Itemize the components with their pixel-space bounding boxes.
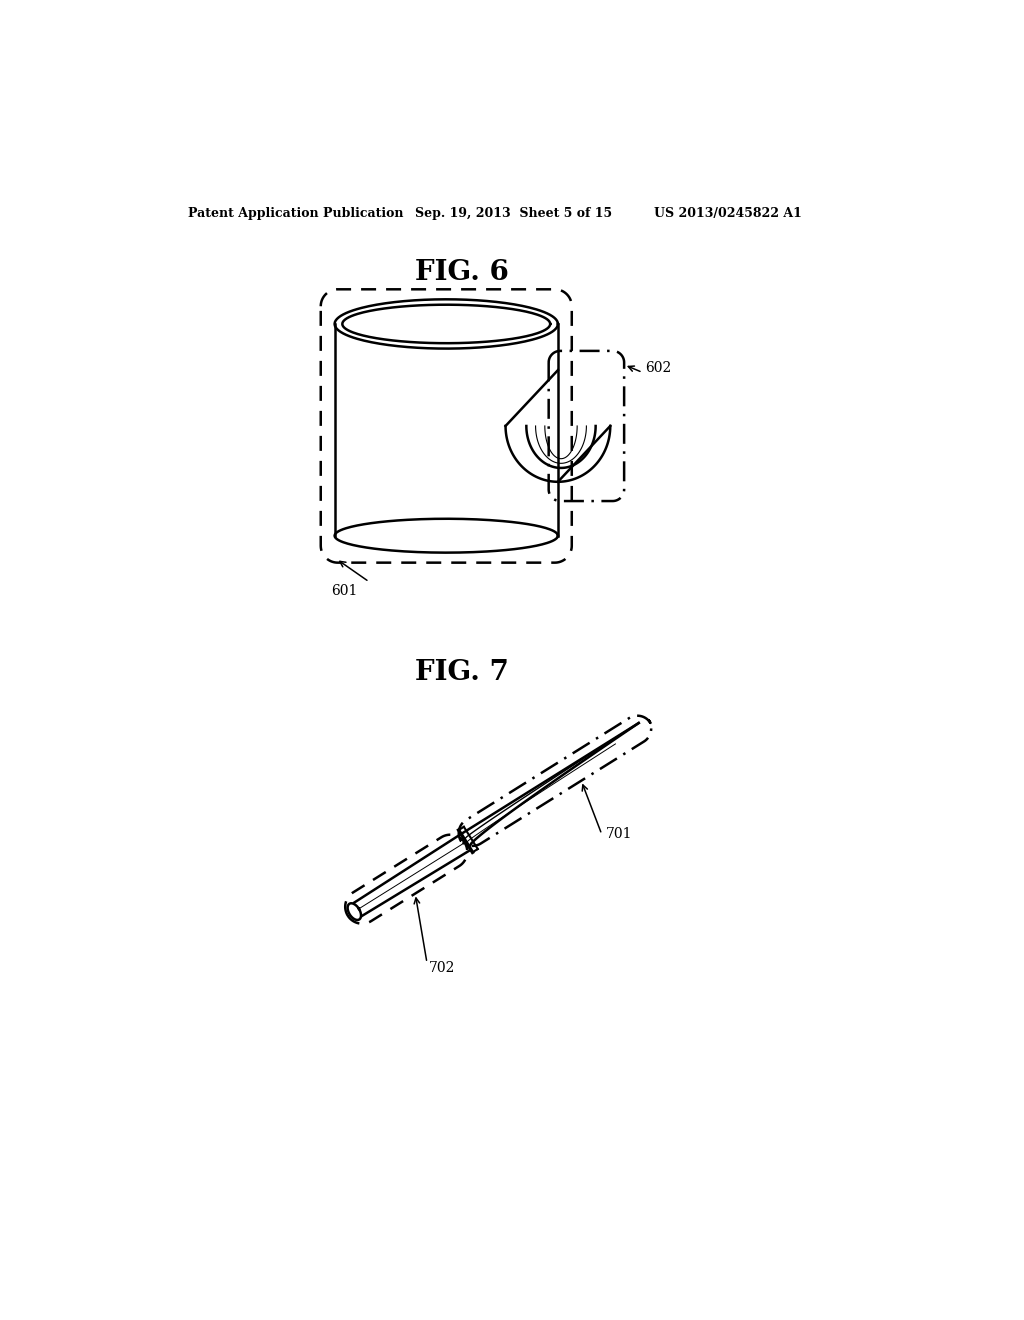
Text: Patent Application Publication: Patent Application Publication — [188, 207, 403, 220]
Text: US 2013/0245822 A1: US 2013/0245822 A1 — [654, 207, 802, 220]
Text: FIG. 7: FIG. 7 — [415, 659, 509, 686]
Text: 702: 702 — [429, 961, 456, 975]
Text: 701: 701 — [605, 828, 632, 841]
Text: 602: 602 — [645, 360, 671, 375]
Text: FIG. 6: FIG. 6 — [415, 259, 509, 286]
Text: 601: 601 — [332, 585, 357, 598]
Text: Sep. 19, 2013  Sheet 5 of 15: Sep. 19, 2013 Sheet 5 of 15 — [416, 207, 612, 220]
